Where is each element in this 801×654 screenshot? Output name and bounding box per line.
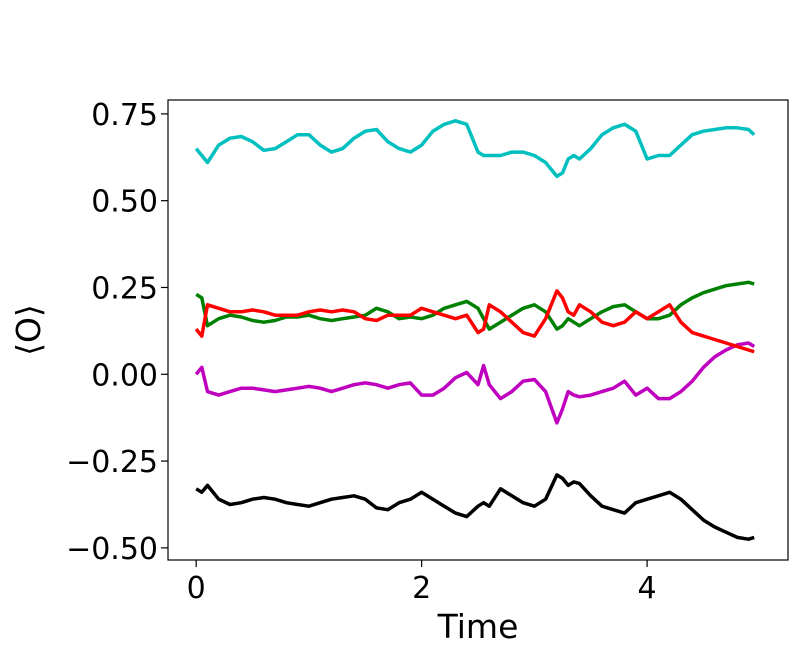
y-tick-label: 0.00 <box>91 358 158 393</box>
series-line-0 <box>195 473 755 541</box>
plot-frame <box>167 99 789 561</box>
x-tick-label: 4 <box>638 571 657 606</box>
x-tick-label: 0 <box>187 571 206 606</box>
y-tick-label: −0.25 <box>66 445 158 480</box>
y-tick-label: 0.50 <box>91 185 158 220</box>
series-line-3 <box>194 119 756 179</box>
series-line-1 <box>194 341 756 425</box>
axes: 0 2 4 −0.50 −0.25 0.00 0.25 0.50 0.75 <box>66 98 657 606</box>
x-axis-label: Time <box>437 607 519 646</box>
y-tick-label: −0.50 <box>66 532 158 567</box>
series-line-4 <box>194 289 755 354</box>
x-tick-label: 2 <box>412 571 431 606</box>
plot-area <box>167 99 789 561</box>
y-tick-label: 0.25 <box>91 271 158 306</box>
series-line-2 <box>195 280 755 331</box>
y-axis-label: ⟨O⟩ <box>9 304 48 356</box>
y-tick-label: 0.75 <box>91 98 158 133</box>
